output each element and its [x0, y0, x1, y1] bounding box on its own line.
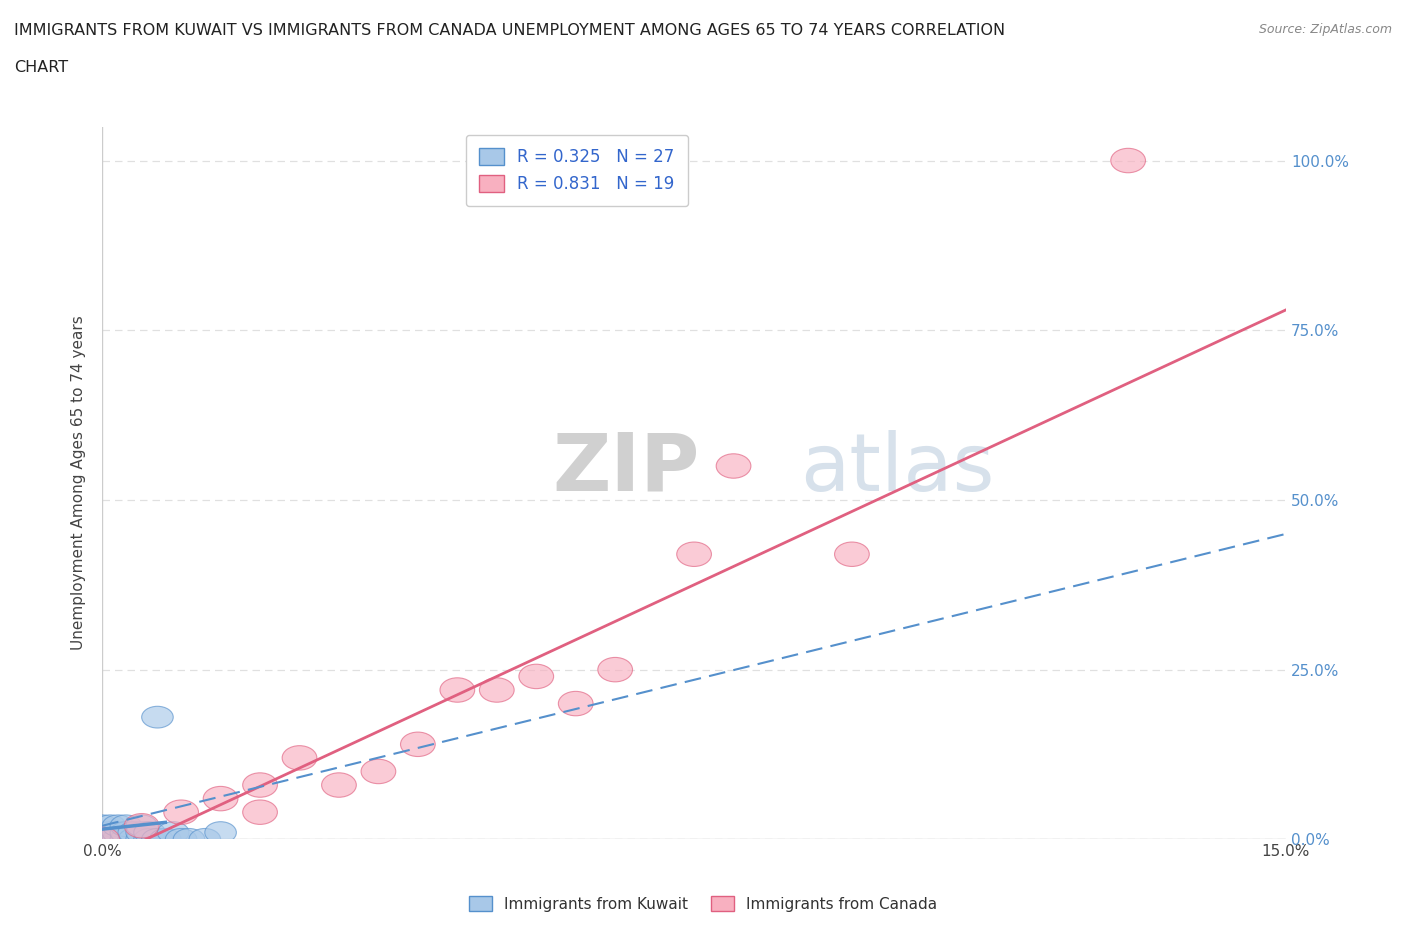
Legend: R = 0.325   N = 27, R = 0.831   N = 19: R = 0.325 N = 27, R = 0.831 N = 19	[465, 135, 688, 206]
Ellipse shape	[86, 822, 118, 844]
Y-axis label: Unemployment Among Ages 65 to 74 years: Unemployment Among Ages 65 to 74 years	[72, 315, 86, 650]
Ellipse shape	[118, 822, 149, 844]
Ellipse shape	[110, 822, 142, 844]
Ellipse shape	[86, 815, 118, 837]
Ellipse shape	[127, 822, 157, 844]
Text: Source: ZipAtlas.com: Source: ZipAtlas.com	[1258, 23, 1392, 36]
Legend: Immigrants from Kuwait, Immigrants from Canada: Immigrants from Kuwait, Immigrants from …	[463, 889, 943, 918]
Ellipse shape	[519, 664, 554, 688]
Ellipse shape	[84, 827, 120, 852]
Ellipse shape	[103, 815, 134, 837]
Ellipse shape	[283, 746, 316, 770]
Ellipse shape	[124, 814, 159, 838]
Ellipse shape	[110, 829, 142, 850]
Ellipse shape	[440, 678, 475, 702]
Ellipse shape	[110, 815, 142, 837]
Ellipse shape	[142, 829, 173, 850]
Ellipse shape	[204, 787, 238, 811]
Ellipse shape	[243, 773, 277, 797]
Ellipse shape	[1111, 148, 1146, 173]
Ellipse shape	[243, 800, 277, 824]
Ellipse shape	[479, 678, 515, 702]
Text: IMMIGRANTS FROM KUWAIT VS IMMIGRANTS FROM CANADA UNEMPLOYMENT AMONG AGES 65 TO 7: IMMIGRANTS FROM KUWAIT VS IMMIGRANTS FRO…	[14, 23, 1005, 38]
Ellipse shape	[716, 454, 751, 478]
Ellipse shape	[134, 822, 166, 844]
Ellipse shape	[127, 815, 157, 837]
Ellipse shape	[86, 829, 118, 850]
Ellipse shape	[127, 829, 157, 850]
Text: ZIP: ZIP	[553, 430, 699, 508]
Ellipse shape	[103, 822, 134, 844]
Ellipse shape	[157, 822, 188, 844]
Ellipse shape	[401, 732, 436, 756]
Ellipse shape	[118, 829, 149, 850]
Ellipse shape	[149, 829, 181, 850]
Ellipse shape	[163, 800, 198, 824]
Ellipse shape	[361, 759, 395, 784]
Ellipse shape	[322, 773, 356, 797]
Ellipse shape	[142, 706, 173, 728]
Ellipse shape	[205, 822, 236, 844]
Ellipse shape	[134, 829, 166, 850]
Ellipse shape	[103, 829, 134, 850]
Ellipse shape	[598, 658, 633, 682]
Text: CHART: CHART	[14, 60, 67, 75]
Ellipse shape	[94, 822, 127, 844]
Text: atlas: atlas	[800, 430, 995, 508]
Ellipse shape	[94, 829, 127, 850]
Ellipse shape	[166, 829, 197, 850]
Ellipse shape	[173, 829, 205, 850]
Ellipse shape	[94, 815, 127, 837]
Ellipse shape	[676, 542, 711, 566]
Ellipse shape	[188, 829, 221, 850]
Ellipse shape	[835, 542, 869, 566]
Ellipse shape	[558, 691, 593, 716]
